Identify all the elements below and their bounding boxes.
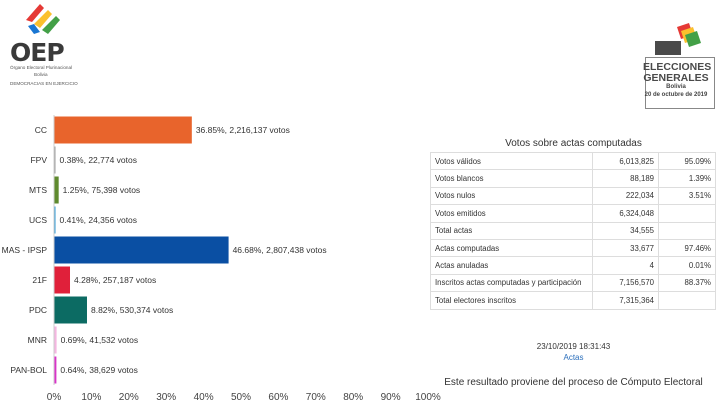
summary-row-percent: 3.51% [658,186,716,206]
x-tick-label: 60% [268,392,288,400]
category-label: MNR [28,335,47,345]
summary-row-label: Actas anuladas [430,256,593,275]
summary-row-label: Actas computadas [430,238,593,258]
oep-logo: OEP Órgano Electoral Plurinacional Boliv… [4,2,84,88]
summary-row-value: 7,315,364 [592,291,659,310]
x-tick-label: 80% [343,392,363,400]
summary-row: Votos nulos 222,034 3.51% [430,186,716,206]
x-tick-label: 70% [306,392,326,400]
summary-row: Actas anuladas 4 0.01% [430,256,716,275]
elections-date: 20 de octubre de 2019 [644,92,708,98]
summary-row-label: Votos válidos [430,151,593,171]
oep-title: OEP [10,38,65,67]
data-labels: 36.85%, 2,216,137 votos 0.38%, 22,774 vot… [60,125,327,375]
summary-row-label: Total actas [430,221,593,240]
summary-row: Votos emitidos 6,324,048 [430,204,716,223]
summary-row-value: 33,677 [592,238,659,258]
data-label: 8.82%, 530,374 votos [91,305,173,315]
bar[interactable] [54,236,229,264]
category-label: CC [35,125,47,135]
bar[interactable] [54,356,57,384]
timestamp: 23/10/2019 18:31:43 [536,342,611,351]
summary-row-label: Votos nulos [430,186,593,206]
elections-logo-frame [645,57,715,109]
category-label: 21F [32,275,47,285]
actas-link[interactable]: Actas [563,353,584,362]
bar[interactable] [54,146,56,174]
summary-row-value: 4 [592,256,659,275]
bar[interactable] [54,176,59,204]
x-tick-label: 90% [381,392,401,400]
bars [54,116,229,384]
oep-country: Bolivia [34,72,48,77]
summary-row-label: Total electores inscritos [430,291,593,310]
category-label: PAN-BOL [10,365,47,375]
oep-emblem-icon [26,4,60,34]
category-label: UCS [29,215,47,225]
data-label: 0.69%, 41,532 votos [61,335,139,345]
elections-country: Bolivia [666,84,686,90]
summary-row-label: Inscritos actas computadas y participaci… [430,273,593,293]
data-label: 46.68%, 2,807,438 votos [233,245,327,255]
data-label: 0.41%, 24,356 votos [60,215,138,225]
summary-row-value: 7,156,570 [592,273,659,293]
elections-line-1: ELECCIONES [643,61,712,73]
summary-title: Votos sobre actas computadas [505,138,642,149]
data-label: 0.64%, 38,629 votos [60,365,138,375]
summary-row-label: Votos emitidos [430,204,593,223]
elections-logo: ELECCIONES GENERALES Bolivia 20 de octub… [641,23,715,109]
data-label: 36.85%, 2,216,137 votos [196,125,290,135]
results-bar-chart: CC FPV MTS UCS MAS - IPSP 21F PDC MNR PAN-BOL 36… [2,115,441,400]
bar[interactable] [54,116,192,144]
bar[interactable] [54,326,57,354]
category-labels: CC FPV MTS UCS MAS - IPSP 21F PDC MNR PAN-BOL [2,125,48,375]
summary-row-value: 6,013,825 [592,151,659,171]
summary-row: Actas computadas 33,677 97.46% [430,238,716,258]
summary-row-percent: 97.46% [658,238,716,258]
x-tick-label: 50% [231,392,251,400]
summary-row-value: 88,189 [592,169,659,188]
x-tick-label: 0% [47,392,62,400]
x-tick-label: 40% [194,392,214,400]
bar[interactable] [54,266,71,294]
summary-row-percent: 1.39% [658,169,716,188]
summary-row: Total actas 34,555 [430,221,716,240]
summary-row-percent: 95.09% [658,151,716,171]
elections-line-2: GENERALES [643,72,709,84]
summary-row: Votos válidos 6,013,825 95.09% [430,151,716,171]
data-label: 0.38%, 22,774 votos [60,155,138,165]
oep-tagline: DEMOCRACIAS EN EJERCICIO [10,81,78,86]
summary-row-percent [658,204,716,223]
summary-table: Votos válidos 6,013,825 95.09% Votos blanco… [430,151,716,310]
oep-subtitle: Órgano Electoral Plurinacional [10,65,73,70]
summary-row-label: Votos blancos [430,169,593,188]
summary-row: Votos blancos 88,189 1.39% [430,169,716,188]
x-axis-ticks: 0% 10% 20% 30% 40% 50% 60% 70% 80% 90% 100% [47,392,441,400]
x-tick-label: 100% [415,392,441,400]
category-label: FPV [30,155,47,165]
data-label: 4.28%, 257,187 votos [74,275,156,285]
summary-row-value: 34,555 [592,221,659,240]
summary-row-value: 222,034 [592,186,659,206]
summary-row-percent [658,291,716,310]
category-label: MTS [29,185,47,195]
bar[interactable] [54,206,56,234]
x-tick-label: 20% [119,392,139,400]
x-tick-label: 10% [81,392,101,400]
summary-row: Inscritos actas computadas y participaci… [430,273,716,293]
summary-row-value: 6,324,048 [592,204,659,223]
summary-row: Total electores inscritos 7,315,364 [430,291,716,310]
ballot-box-icon [655,23,701,55]
category-label: MAS - IPSP [2,245,48,255]
data-label: 1.25%, 75,398 votos [63,185,141,195]
summary-row-percent: 88.37% [658,273,716,293]
summary-row-percent [658,221,716,240]
category-label: PDC [29,305,47,315]
footer-note: Este resultado proviene del proceso de C… [444,377,703,388]
summary-row-percent: 0.01% [658,256,716,275]
x-tick-label: 30% [156,392,176,400]
bar[interactable] [54,296,87,324]
